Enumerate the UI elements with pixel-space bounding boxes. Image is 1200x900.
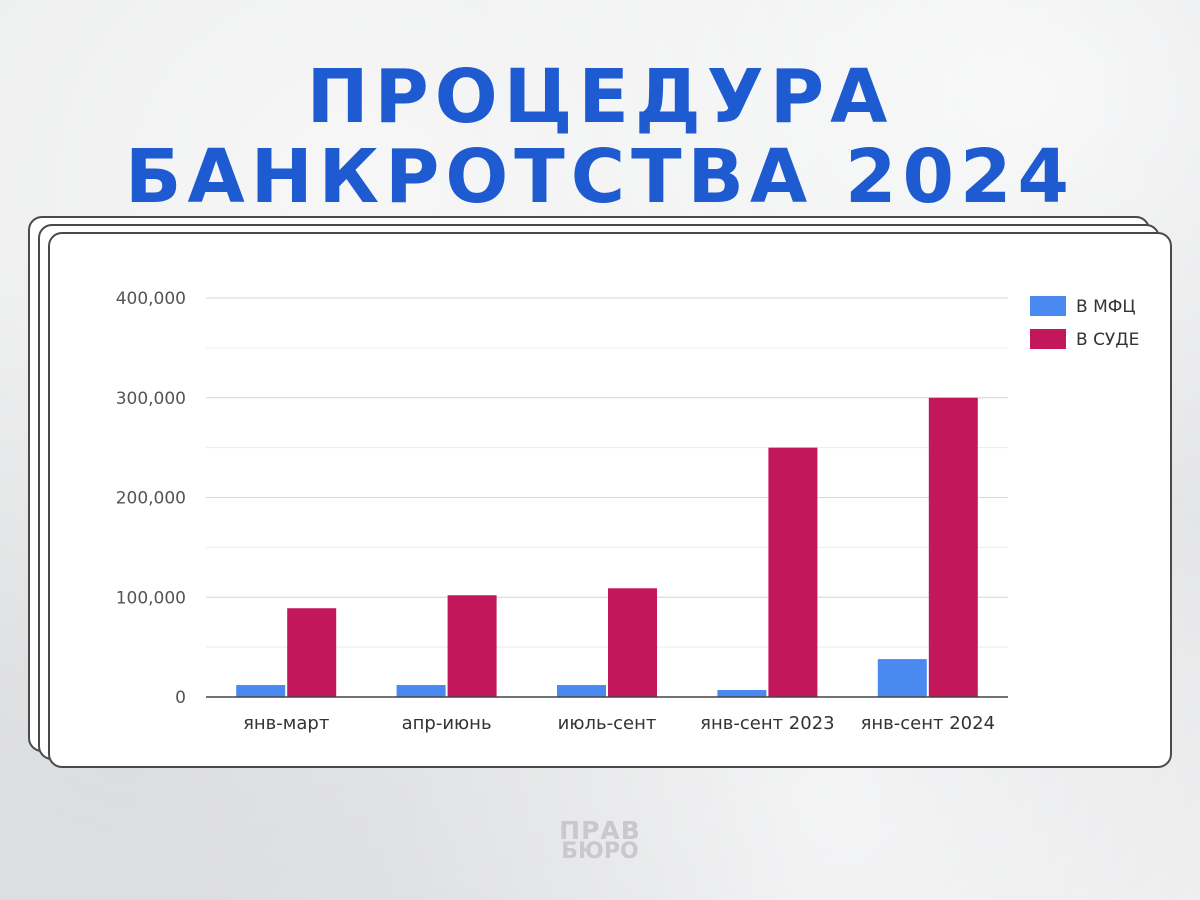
y-tick-label: 300,000	[116, 389, 186, 409]
bar-court	[928, 397, 978, 697]
y-tick-label: 200,000	[116, 489, 186, 509]
bar-court	[608, 588, 657, 697]
y-tick-label: 400,000	[116, 289, 186, 309]
bar-chart: 0 100,000 200,000 300,000 400,000 янв-март апр…	[116, 289, 1140, 734]
x-tick-label: апр-июнь	[402, 713, 492, 734]
logo-line-2: БЮРО	[561, 839, 639, 864]
x-tick-label: янв-март	[243, 713, 329, 734]
bar-mfc	[236, 685, 286, 697]
x-tick-label: янв-сент 2023	[700, 713, 834, 734]
y-tick-label: 100,000	[116, 588, 186, 608]
bar-mfc	[396, 685, 446, 697]
title-line-2: БАНКРОТСТВА 2024	[125, 134, 1075, 220]
legend-swatch-court	[1030, 329, 1066, 349]
logo-line-1: ПРАВ	[559, 816, 641, 845]
bar-court	[287, 608, 337, 697]
bar-court	[447, 595, 497, 697]
bar-court	[768, 447, 818, 697]
chart-card: 0 100,000 200,000 300,000 400,000 янв-март апр…	[48, 232, 1172, 768]
x-tick-label: янв-сент 2024	[861, 713, 995, 734]
bar-mfc	[557, 685, 606, 697]
bar-mfc	[877, 659, 927, 697]
legend-label-mfc: В МФЦ	[1076, 297, 1136, 317]
legend-label-court: В СУДЕ	[1076, 330, 1139, 350]
y-tick-label: 0	[175, 688, 186, 708]
title-line-1: ПРОЦЕДУРА	[306, 54, 894, 140]
bar-mfc	[717, 690, 767, 697]
logo: ПРАВ БЮРО	[540, 818, 660, 863]
x-tick-label: июль-сент	[558, 713, 657, 734]
legend-swatch-mfc	[1030, 296, 1066, 316]
